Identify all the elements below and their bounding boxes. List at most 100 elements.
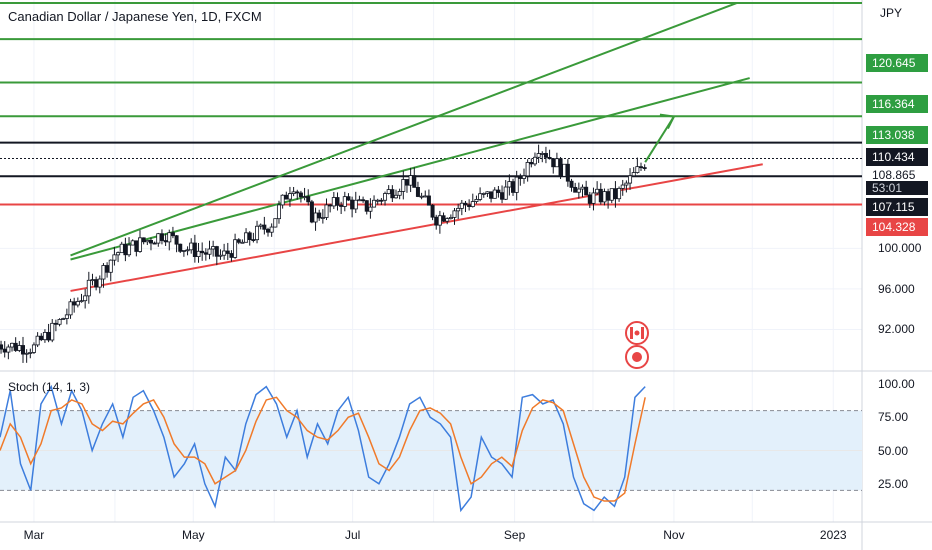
candle xyxy=(379,199,384,202)
candle xyxy=(225,250,230,254)
time-axis-label: Mar xyxy=(23,528,45,542)
candle xyxy=(565,163,570,182)
candle xyxy=(536,153,541,158)
candle xyxy=(123,243,128,256)
candle xyxy=(500,192,505,200)
candle xyxy=(291,191,296,194)
candle xyxy=(20,345,25,355)
candle xyxy=(430,204,435,218)
candle xyxy=(364,200,369,212)
candle xyxy=(587,194,592,204)
candle xyxy=(496,189,501,194)
candle xyxy=(584,186,589,196)
candle xyxy=(514,176,519,193)
price-tag: 107.115 xyxy=(866,198,928,216)
candle xyxy=(521,175,526,179)
trendline-green xyxy=(70,2,737,257)
candle xyxy=(631,172,636,177)
candle xyxy=(24,352,29,355)
candle xyxy=(573,186,578,193)
candle xyxy=(474,199,479,202)
stoch-axis-label: 100.00 xyxy=(878,377,915,391)
candle xyxy=(148,239,153,244)
candle xyxy=(613,188,618,200)
candle xyxy=(214,246,219,257)
candle xyxy=(134,240,139,252)
candle xyxy=(276,204,281,220)
price-tag: 108.865 xyxy=(866,166,928,184)
candle xyxy=(35,335,40,346)
projection-arrow-head xyxy=(659,113,676,130)
candle xyxy=(145,239,150,243)
candle xyxy=(94,279,99,288)
candle xyxy=(298,192,303,198)
candle xyxy=(280,194,285,206)
candle xyxy=(28,352,33,354)
candle xyxy=(639,166,644,169)
candle xyxy=(507,181,512,188)
candle xyxy=(10,342,15,348)
candle xyxy=(211,246,216,250)
candle xyxy=(532,156,537,165)
stoch-indicator-label[interactable]: Stoch (14, 1, 3) xyxy=(8,380,91,394)
candle xyxy=(452,210,457,218)
candle xyxy=(609,188,614,201)
candle xyxy=(163,240,168,243)
candle xyxy=(72,301,77,306)
candle xyxy=(404,179,409,186)
candle xyxy=(178,243,183,252)
candle xyxy=(339,204,344,207)
candle xyxy=(0,344,4,350)
candle xyxy=(617,187,622,200)
candle xyxy=(105,265,110,273)
candle xyxy=(17,345,22,351)
time-axis-label: May xyxy=(181,528,205,542)
price-tag: 116.364 xyxy=(866,95,928,113)
candle xyxy=(580,186,585,190)
candle xyxy=(97,278,102,288)
trendline-red xyxy=(70,163,763,292)
candle xyxy=(309,201,314,223)
candle xyxy=(357,199,362,202)
candle xyxy=(196,250,201,258)
candle xyxy=(61,318,66,320)
candle xyxy=(68,301,73,316)
japan-flag-icon[interactable] xyxy=(624,344,650,370)
candle xyxy=(244,232,249,243)
candle xyxy=(335,197,340,206)
candle xyxy=(273,218,278,228)
candle xyxy=(456,207,461,212)
candle xyxy=(419,195,424,198)
candle xyxy=(529,162,534,165)
candle xyxy=(445,218,450,222)
candle xyxy=(331,197,336,207)
candle xyxy=(554,158,559,168)
candle xyxy=(181,249,186,252)
candle xyxy=(624,182,629,186)
candle xyxy=(562,163,567,177)
stoch-axis-label: 75.00 xyxy=(878,410,909,425)
candle xyxy=(317,212,322,219)
candle xyxy=(448,217,453,220)
candle xyxy=(31,344,36,353)
candle xyxy=(606,191,611,201)
stoch-axis-label: 50.00 xyxy=(878,443,909,458)
candle xyxy=(75,301,80,306)
canada-flag-icon[interactable] xyxy=(624,320,650,346)
candle xyxy=(295,191,300,194)
candle xyxy=(174,235,179,245)
candle xyxy=(284,194,289,200)
candle xyxy=(350,199,355,210)
stoch-axis-label: 25.00 xyxy=(878,476,909,491)
currency-label: JPY xyxy=(879,6,902,20)
candle xyxy=(83,295,88,302)
candle xyxy=(423,195,428,198)
time-axis-label: Jul xyxy=(344,528,361,542)
candle xyxy=(628,175,633,184)
candle xyxy=(591,192,596,204)
candle xyxy=(328,204,333,207)
candle xyxy=(13,342,18,351)
candle xyxy=(492,189,497,199)
candle xyxy=(434,216,439,226)
